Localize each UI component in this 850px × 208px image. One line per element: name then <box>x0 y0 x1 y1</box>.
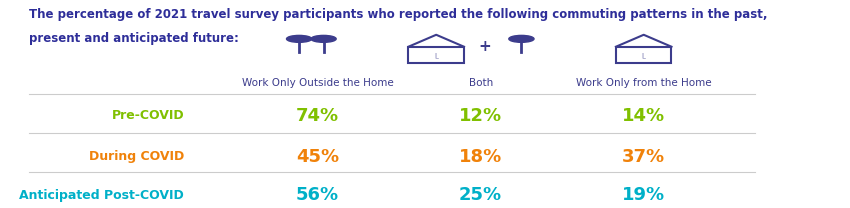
Text: Both: Both <box>468 78 493 88</box>
Text: |_: |_ <box>434 53 439 58</box>
Text: present and anticipated future:: present and anticipated future: <box>29 32 239 45</box>
Circle shape <box>311 35 336 42</box>
Text: Pre-COVID: Pre-COVID <box>111 109 184 122</box>
Text: The percentage of 2021 travel survey participants who reported the following com: The percentage of 2021 travel survey par… <box>29 7 767 21</box>
Text: 19%: 19% <box>622 186 666 204</box>
Text: |_: |_ <box>642 53 646 58</box>
Text: 25%: 25% <box>459 186 502 204</box>
Circle shape <box>286 35 312 42</box>
Text: +: + <box>478 39 490 54</box>
Text: 56%: 56% <box>296 186 339 204</box>
Text: 14%: 14% <box>622 107 666 125</box>
Text: 12%: 12% <box>459 107 502 125</box>
Text: During COVID: During COVID <box>89 150 184 163</box>
Text: 74%: 74% <box>296 107 339 125</box>
Text: 18%: 18% <box>459 148 502 166</box>
Bar <box>616 47 672 63</box>
Circle shape <box>509 35 534 42</box>
Text: Work Only from the Home: Work Only from the Home <box>576 78 711 88</box>
Text: 45%: 45% <box>296 148 339 166</box>
Text: 37%: 37% <box>622 148 666 166</box>
Text: Work Only Outside the Home: Work Only Outside the Home <box>241 78 394 88</box>
Bar <box>408 47 464 63</box>
Text: Anticipated Post-COVID: Anticipated Post-COVID <box>20 189 184 202</box>
